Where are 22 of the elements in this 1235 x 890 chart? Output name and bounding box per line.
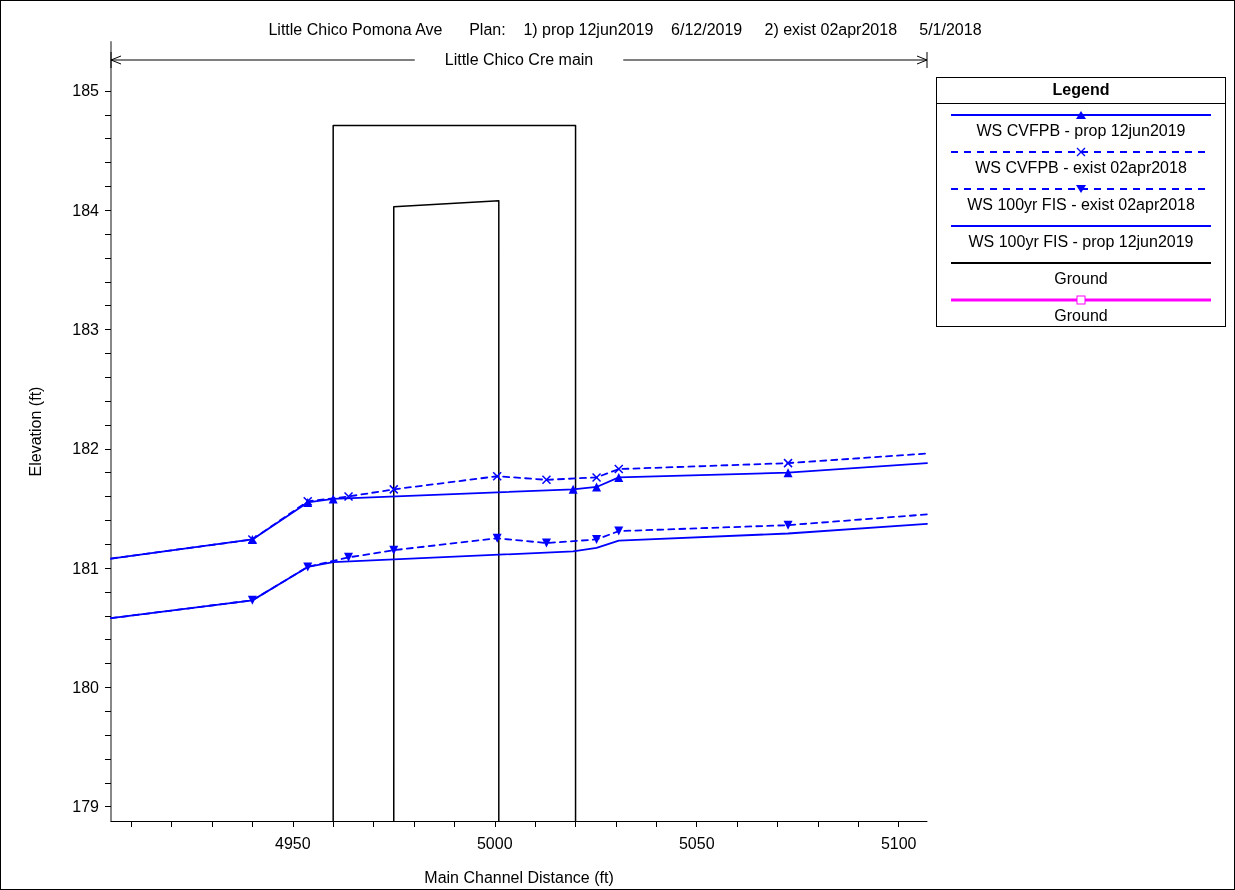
x-tick-label: 4950 xyxy=(274,834,311,852)
x-axis-title: Main Channel Distance (ft) xyxy=(424,868,614,886)
legend-label: WS 100yr FIS - exist 02apr2018 xyxy=(966,195,1196,215)
legend-label: WS CVFPB - exist 02apr2018 xyxy=(974,158,1188,178)
legend-label: Ground xyxy=(1053,269,1109,289)
x-tick-label: 5000 xyxy=(476,834,513,852)
y-tick-label: 184 xyxy=(72,201,100,219)
y-tick-label: 183 xyxy=(72,321,100,338)
legend-title: Legend xyxy=(937,78,1225,104)
chart-title: Little Chico Pomona Ave Plan: 1) prop 12jun2019 6/12/2019 2) exist 02apr2018 5/1/2018 xyxy=(268,20,982,38)
x-tick-label: 5050 xyxy=(678,834,715,852)
legend-label: WS CVFPB - prop 12jun2019 xyxy=(975,121,1187,141)
x-tick-label: 5100 xyxy=(880,834,917,852)
y-tick-label: 179 xyxy=(72,798,100,816)
text: Little Chico Cre main xyxy=(444,50,594,70)
y-tick-label: 185 xyxy=(72,82,100,100)
y-axis-title: Elevation (ft) xyxy=(26,386,44,477)
legend-label: Ground xyxy=(1053,306,1109,326)
y-tick-label: 182 xyxy=(72,440,100,458)
legend-label: WS 100yr FIS - prop 12jun2019 xyxy=(967,232,1195,252)
y-tick-label: 180 xyxy=(72,678,100,696)
y-tick-label: 181 xyxy=(72,559,100,577)
